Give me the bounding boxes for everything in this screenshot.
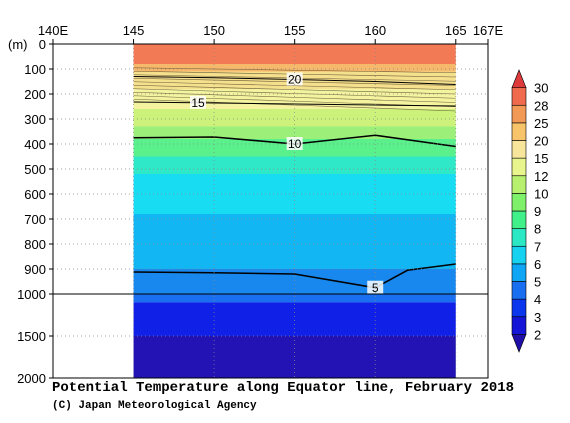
- thermocline-contour: [133, 98, 456, 112]
- y-tick-label: 900: [24, 262, 46, 277]
- colorbar-swatch: [511, 157, 527, 177]
- axes: (m) 140E 145 150 155 160 165 167E0100200300400…: [8, 23, 504, 386]
- colorbar-swatch: [511, 263, 527, 282]
- colorbar-swatch: [511, 122, 527, 141]
- contour-label-15: 15: [191, 96, 205, 110]
- y-axis-unit: (m): [8, 37, 28, 52]
- colorbar-swatch: [511, 104, 527, 124]
- y-tick-label: 400: [24, 137, 46, 152]
- contour-label-bg: [367, 280, 384, 294]
- colorbar-swatch: [511, 87, 527, 106]
- colorbar-label: 9: [534, 204, 541, 219]
- colorbar-swatch: [511, 281, 527, 300]
- y-tick-label: 1000: [17, 287, 46, 302]
- thermocline-contour: [133, 88, 456, 99]
- x-tick-label: 160: [364, 23, 386, 38]
- x-tick-label: 145: [123, 23, 145, 38]
- depth-band: [133, 302, 456, 336]
- y-tick-label: 600: [24, 187, 46, 202]
- colorbar-arrow-low: [511, 334, 527, 353]
- x-tick-label: 140E: [38, 23, 69, 38]
- y-tick-label: 0: [39, 37, 46, 52]
- y-tick-label: 100: [24, 62, 46, 77]
- colorbar-label: 2: [534, 327, 541, 342]
- y-tick-label: 1500: [17, 329, 46, 344]
- contour-label-bg: [286, 72, 303, 86]
- x-tick-label: 155: [284, 23, 306, 38]
- colorbar-label: 12: [534, 169, 548, 184]
- colorbar-label: 20: [534, 134, 548, 149]
- colorbar-swatch: [511, 228, 527, 247]
- depth-band: [133, 214, 456, 269]
- contour-label-bg: [190, 95, 206, 109]
- colorbar-swatch: [511, 193, 527, 212]
- y-tick-label: 500: [24, 162, 46, 177]
- colorbar-label: 7: [534, 239, 541, 254]
- colorbar-label: 25: [534, 116, 548, 131]
- chart-title: Potential Temperature along Equator line…: [52, 380, 514, 396]
- depth-band: [133, 156, 456, 174]
- x-tick-label: 167E: [473, 23, 504, 38]
- thermocline-contour: [133, 91, 456, 103]
- colorbar-swatch: [511, 316, 527, 335]
- contour-label-5: 5: [372, 281, 379, 295]
- contour-5: [133, 263, 456, 289]
- colorbar-swatch: [511, 298, 527, 318]
- contour-label-bg: [286, 137, 303, 150]
- colorbar-label: 3: [534, 310, 541, 325]
- colorbar-label: 30: [534, 81, 548, 96]
- colorbar-label: 15: [534, 151, 548, 166]
- thermocline-contour: [133, 81, 456, 91]
- colorbar-label: 6: [534, 257, 541, 272]
- colorbar-swatch: [511, 175, 527, 194]
- depth-band: [133, 64, 456, 72]
- y-tick-label: 200: [24, 87, 46, 102]
- x-tick-label: 150: [203, 23, 225, 38]
- colorbar-swatch: [511, 245, 527, 265]
- y-tick-label: 800: [24, 237, 46, 252]
- plot-frame: [52, 43, 489, 379]
- y-tick-label: 2000: [17, 371, 46, 386]
- colorbar-label: 28: [534, 98, 548, 113]
- colorbar-swatch: [511, 140, 527, 159]
- contour-label-20: 20: [288, 73, 302, 87]
- colorbar-label: 8: [534, 222, 541, 237]
- depth-band: [133, 294, 456, 303]
- colorbar-arrow-high: [511, 69, 527, 88]
- y-tick-label: 700: [24, 212, 46, 227]
- thermocline-contour: [133, 67, 456, 74]
- thermocline-contour: [133, 84, 456, 95]
- x-tick-label: 165: [445, 23, 467, 38]
- colorbar-label: 10: [534, 186, 548, 201]
- colorbar-label: 4: [534, 292, 541, 307]
- credit-text: (C) Japan Meteorological Agency: [52, 400, 257, 412]
- colorbar: 2 3 4 5 6 7 8 9 10 12 15 20 25 28 30: [511, 69, 548, 353]
- depth-band: [133, 109, 456, 127]
- colorbar-swatch: [511, 210, 527, 229]
- y-tick-label: 300: [24, 112, 46, 127]
- colorbar-label: 5: [534, 275, 541, 290]
